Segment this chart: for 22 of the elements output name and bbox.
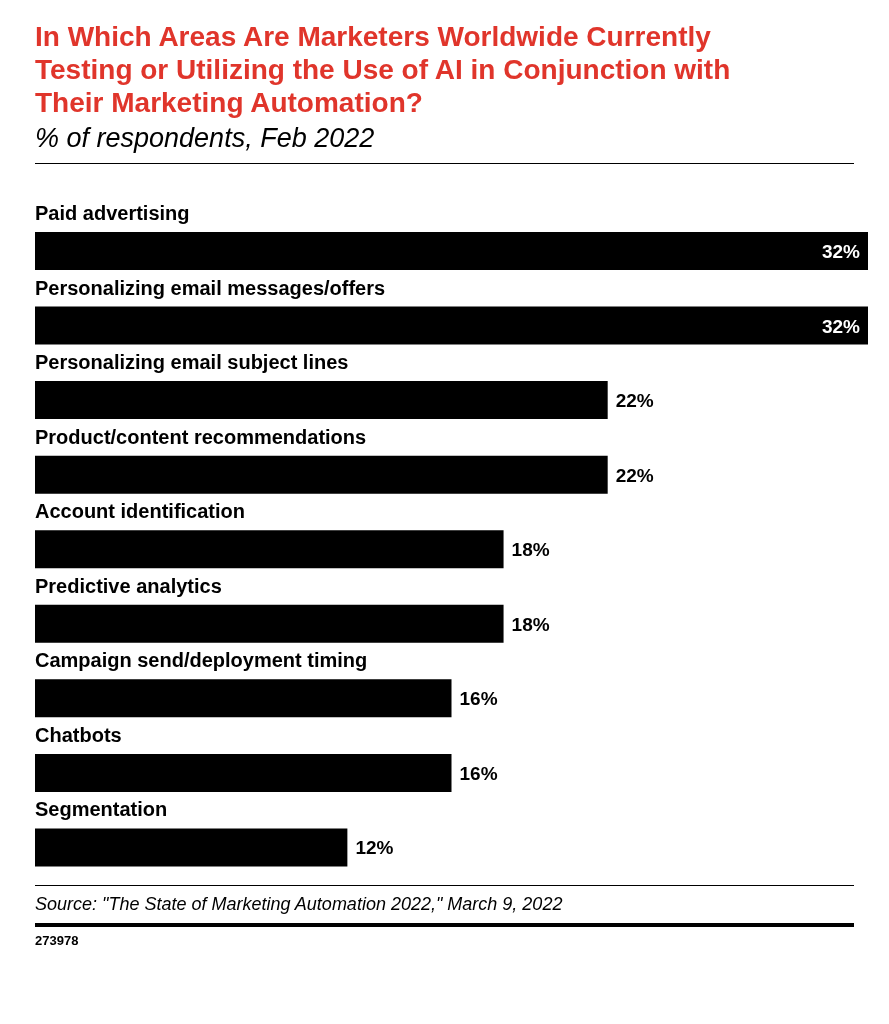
y-tick-label: Chatbots	[35, 723, 122, 746]
data-label: 16%	[459, 762, 498, 784]
data-label: 22%	[615, 464, 654, 486]
y-tick-label: Campaign send/deployment timing	[35, 649, 368, 672]
y-tick-label: Product/content recommendations	[35, 425, 367, 448]
data-label: 16%	[459, 688, 498, 710]
text: 273978	[35, 933, 80, 948]
data-label: 18%	[511, 613, 550, 635]
y-tick-label: Account identification	[35, 500, 245, 523]
source-note: Source: "The State of Marketing Automation 2022," March 9, 2022	[35, 894, 564, 915]
data-label: 32%	[821, 315, 861, 337]
chart-title: In Which Areas Are Marketers Worldwide Currently Testing or Utilizing the Use of AI in Conjunction with Their Marketing Automation?	[35, 20, 732, 119]
y-tick-label: Paid advertising	[35, 202, 190, 224]
data-label: 32%	[821, 241, 861, 262]
data-label: 22%	[615, 390, 654, 412]
y-tick-label: Predictive analytics	[35, 574, 222, 597]
y-tick-label: Personalizing email subject lines	[35, 351, 349, 374]
y-tick-label: Personalizing email messages/offers	[35, 276, 386, 299]
y-tick-label: Segmentation	[35, 798, 168, 821]
chart-subtitle: % of respondents, Feb 2022	[35, 122, 376, 155]
data-label: 18%	[511, 539, 550, 561]
data-label: 12%	[355, 837, 394, 859]
